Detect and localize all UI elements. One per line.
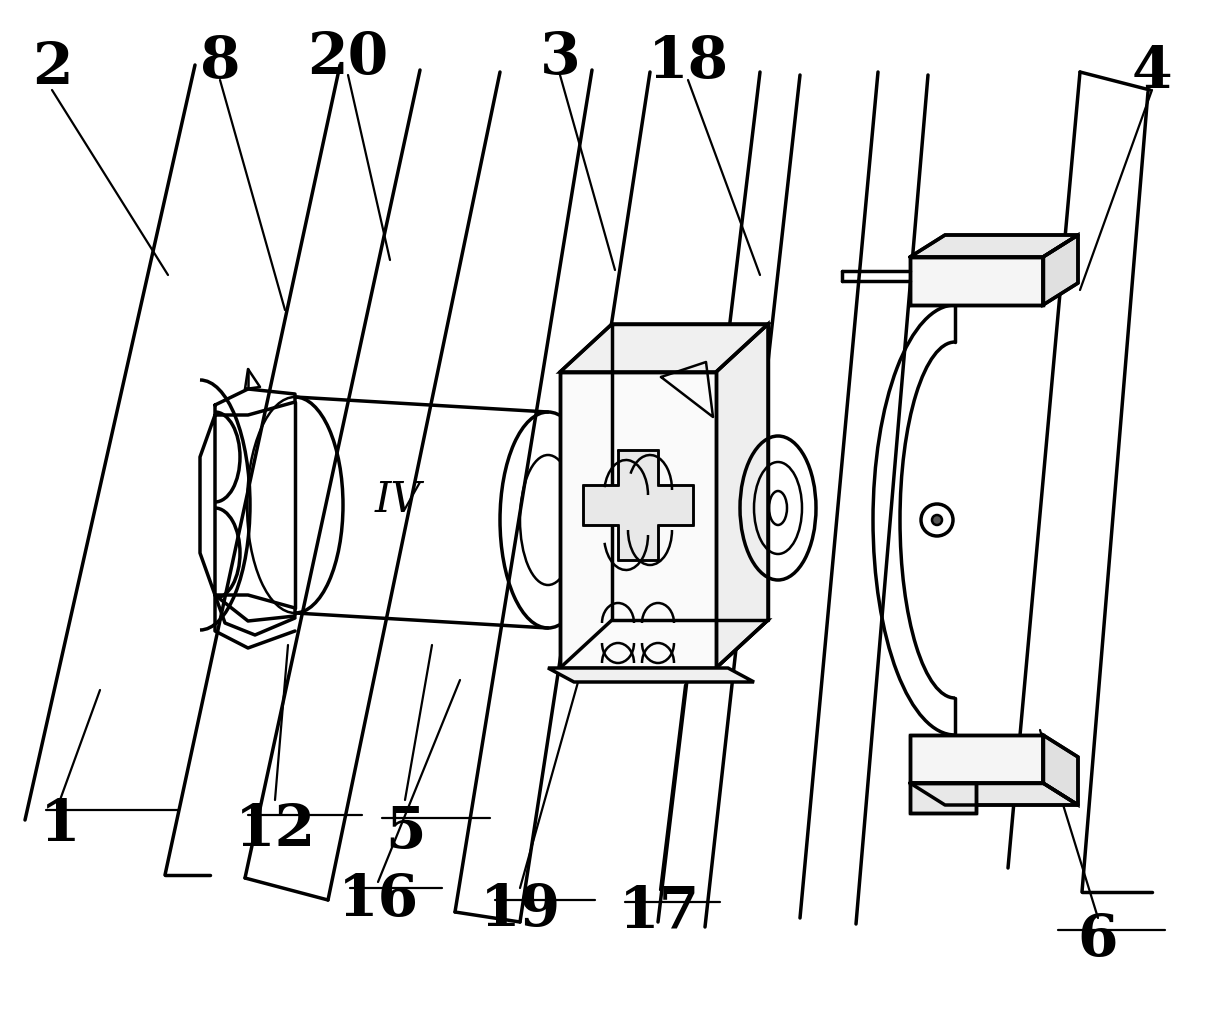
Polygon shape <box>910 783 976 813</box>
Polygon shape <box>560 324 768 372</box>
Polygon shape <box>560 372 715 668</box>
Text: 6: 6 <box>1077 912 1118 968</box>
Polygon shape <box>1043 235 1077 305</box>
Polygon shape <box>910 735 1043 783</box>
Polygon shape <box>548 668 755 682</box>
Text: 18: 18 <box>647 34 729 90</box>
Text: 5: 5 <box>385 804 426 860</box>
Text: IV: IV <box>374 479 421 521</box>
Polygon shape <box>583 450 693 560</box>
Polygon shape <box>910 258 1043 305</box>
Text: 17: 17 <box>619 884 701 940</box>
Polygon shape <box>1043 735 1077 805</box>
Text: 16: 16 <box>338 872 418 928</box>
Text: 4: 4 <box>1131 44 1173 100</box>
Text: 12: 12 <box>235 802 316 858</box>
Polygon shape <box>715 324 768 668</box>
Circle shape <box>932 515 942 525</box>
Text: 19: 19 <box>479 882 560 938</box>
Polygon shape <box>910 235 1077 258</box>
Text: 20: 20 <box>307 30 389 85</box>
Text: 3: 3 <box>539 30 581 85</box>
Text: 2: 2 <box>32 40 72 96</box>
Polygon shape <box>560 620 768 668</box>
Polygon shape <box>910 783 1077 805</box>
Text: 8: 8 <box>199 34 240 90</box>
Text: 1: 1 <box>39 797 81 853</box>
